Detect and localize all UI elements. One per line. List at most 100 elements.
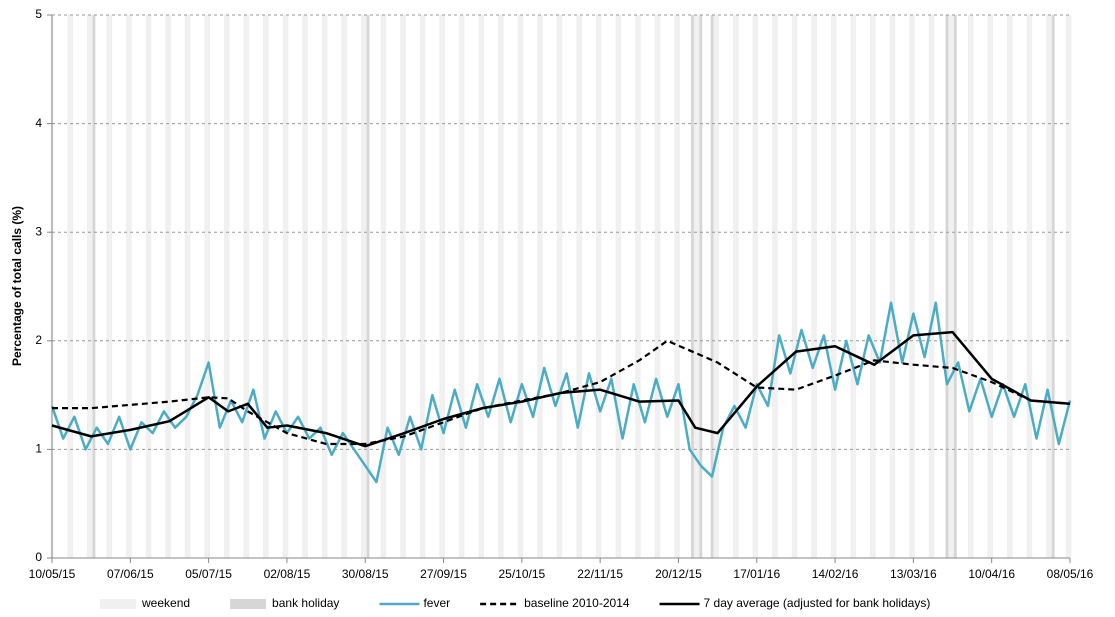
weekend-band: [556, 15, 560, 558]
x-tick-label: 13/03/16: [890, 567, 937, 581]
weekend-band: [635, 15, 638, 558]
weekend-band: [870, 15, 873, 558]
bank-holiday-band: [945, 15, 949, 558]
weekend-band: [911, 15, 915, 558]
weekend-band: [674, 15, 678, 558]
legend-label: baseline 2010-2014: [524, 596, 630, 610]
weekend-band: [794, 15, 798, 558]
weekend-band: [1065, 15, 1069, 558]
weekend-band: [148, 15, 152, 558]
weekend-band: [1068, 15, 1072, 558]
bank-holiday-band: [699, 15, 703, 558]
weekend-band: [363, 15, 367, 558]
weekend-band: [86, 15, 90, 558]
legend-label: 7 day average (adjusted for bank holiday…: [704, 596, 931, 610]
bank-holiday-band: [691, 15, 694, 558]
weekend-band: [811, 15, 815, 558]
x-tick-label: 05/07/15: [185, 567, 232, 581]
weekend-band: [637, 15, 641, 558]
series-line: [51, 330, 1071, 448]
weekend-band: [931, 15, 935, 558]
y-tick-label: 1: [35, 442, 42, 456]
weekend-band: [344, 15, 348, 558]
weekend-band: [579, 15, 582, 558]
weekend-band: [772, 15, 775, 558]
weekend-band: [263, 15, 266, 558]
weekend-band: [693, 15, 697, 558]
x-tick-label: 20/12/15: [655, 567, 702, 581]
weekend-band: [598, 15, 602, 558]
weekend-band: [380, 15, 384, 558]
x-tick-label: 07/06/15: [107, 567, 154, 581]
weekend-band: [537, 15, 541, 558]
bank-holiday-band: [1051, 15, 1055, 558]
weekend-band: [305, 15, 308, 558]
x-tick-label: 10/04/16: [968, 567, 1015, 581]
weekend-band: [735, 15, 739, 558]
weekend-band: [481, 15, 485, 558]
weekend-band: [165, 15, 169, 558]
weekend-band: [928, 15, 932, 558]
weekend-band: [422, 15, 426, 558]
x-tick-label: 22/11/15: [577, 567, 623, 581]
weekend-band: [1007, 15, 1010, 558]
x-tick-label: 25/10/15: [498, 567, 545, 581]
weekend-band: [402, 15, 406, 558]
weekend-band: [500, 15, 504, 558]
weekend-band: [89, 15, 93, 558]
bank-holiday-band: [710, 15, 714, 558]
y-tick-label: 4: [35, 116, 42, 130]
weekend-band: [442, 15, 445, 558]
weekend-band: [951, 15, 954, 558]
weekend-band: [654, 15, 658, 558]
weekend-band: [970, 15, 974, 558]
weekend-band: [657, 15, 661, 558]
weekend-band: [615, 15, 619, 558]
weekend-band: [126, 15, 129, 558]
weekend-band: [833, 15, 837, 558]
series-line: [52, 339, 1071, 446]
weekend-band: [892, 15, 896, 558]
legend-label: fever: [423, 596, 450, 610]
x-tick-label: 27/09/15: [420, 567, 467, 581]
y-tick-label: 2: [35, 333, 42, 347]
weekend-band: [755, 15, 759, 558]
weekend-band: [850, 15, 854, 558]
weekend-band: [948, 15, 952, 558]
weekend-band: [478, 15, 482, 558]
weekend-band: [341, 15, 345, 558]
weekend-band: [187, 15, 191, 558]
weekend-band: [321, 15, 325, 558]
x-tick-label: 17/01/16: [733, 567, 780, 581]
weekend-band: [987, 15, 991, 558]
weekend-band: [106, 15, 110, 558]
weekend-band: [872, 15, 876, 558]
x-tick-label: 10/05/15: [29, 567, 76, 581]
weekend-band: [732, 15, 736, 558]
weekend-band: [207, 15, 211, 558]
weekend-band: [1029, 15, 1033, 558]
weekend-band: [889, 15, 893, 558]
weekend-band: [265, 15, 269, 558]
series-line: [50, 301, 1072, 484]
bank-holiday-band: [953, 15, 957, 558]
weekend-band: [830, 15, 834, 558]
x-tick-label: 30/08/15: [342, 567, 389, 581]
weekend-band: [1026, 15, 1030, 558]
weekend-band: [458, 15, 462, 558]
weekend-band: [461, 15, 465, 558]
weekend-band: [145, 15, 149, 558]
weekend-band: [109, 15, 113, 558]
weekend-band: [128, 15, 132, 558]
weekend-band: [282, 15, 286, 558]
y-tick-label: 5: [35, 7, 42, 21]
weekend-band: [520, 15, 524, 558]
weekend-band: [713, 15, 717, 558]
weekend-band: [696, 15, 700, 558]
bank-holiday-band: [366, 15, 370, 558]
weekend-band: [498, 15, 501, 558]
weekend-band: [618, 15, 622, 558]
weekend-band: [419, 15, 423, 558]
weekend-band: [517, 15, 521, 558]
